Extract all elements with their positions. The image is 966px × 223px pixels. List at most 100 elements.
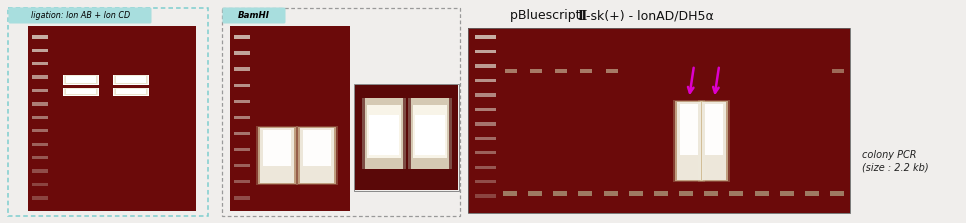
Bar (116, 76, 146, 83)
Bar (530, 69, 542, 73)
Bar (503, 191, 517, 196)
Bar (700, 101, 728, 181)
Bar (629, 191, 642, 196)
Bar (32, 35, 47, 39)
Bar (32, 196, 47, 200)
FancyBboxPatch shape (222, 8, 286, 23)
Bar (369, 116, 399, 155)
Bar (235, 196, 249, 200)
Bar (65, 89, 97, 95)
Bar (235, 51, 249, 55)
Bar (303, 130, 331, 166)
Bar (235, 100, 249, 103)
Bar (32, 156, 47, 159)
Bar (362, 98, 406, 169)
Bar (474, 79, 496, 82)
Bar (263, 130, 291, 166)
Bar (235, 180, 249, 184)
Bar (28, 26, 196, 211)
Bar (367, 105, 401, 158)
Bar (474, 151, 496, 155)
Bar (355, 85, 458, 190)
Bar (474, 180, 496, 183)
Bar (654, 191, 668, 196)
Bar (554, 191, 567, 196)
Bar (32, 62, 47, 65)
Text: colony PCR: colony PCR (862, 150, 917, 160)
Text: ligation: lon AB + lon CD: ligation: lon AB + lon CD (32, 12, 130, 21)
Bar (115, 76, 147, 84)
Bar (64, 88, 98, 95)
Bar (300, 128, 334, 183)
Text: -sk(+) - lonAD/DH5α: -sk(+) - lonAD/DH5α (586, 10, 714, 23)
Bar (235, 67, 249, 71)
Bar (32, 49, 47, 52)
Bar (474, 194, 496, 198)
Bar (474, 93, 496, 97)
Bar (235, 35, 249, 39)
Bar (474, 122, 496, 126)
Bar (474, 35, 496, 39)
FancyBboxPatch shape (9, 8, 152, 23)
Bar (66, 76, 96, 83)
Bar (32, 169, 47, 173)
Bar (698, 100, 730, 182)
Bar (115, 89, 147, 95)
Bar (64, 75, 98, 84)
Bar (354, 84, 459, 191)
Bar (468, 28, 850, 213)
Bar (474, 50, 496, 53)
Bar (235, 164, 249, 167)
Bar (32, 102, 47, 106)
Bar (235, 84, 249, 87)
Bar (675, 101, 703, 181)
Bar (32, 183, 47, 186)
Bar (222, 8, 460, 216)
Bar (65, 76, 97, 84)
Bar (408, 98, 452, 169)
Bar (702, 102, 726, 180)
Bar (32, 142, 47, 146)
Text: pBluescript: pBluescript (510, 10, 584, 23)
Bar (468, 28, 850, 213)
Bar (604, 191, 617, 196)
Bar (581, 69, 592, 73)
Bar (505, 69, 517, 73)
Bar (32, 89, 47, 92)
Bar (411, 98, 449, 169)
Bar (474, 108, 496, 111)
Bar (704, 191, 719, 196)
Bar (679, 191, 693, 196)
Bar (832, 69, 844, 73)
Bar (365, 98, 403, 169)
Bar (606, 69, 617, 73)
Bar (63, 88, 99, 95)
Bar (32, 76, 47, 79)
Bar (116, 89, 146, 93)
Bar (705, 104, 724, 155)
Bar (413, 105, 447, 158)
Bar (235, 148, 249, 151)
Bar (235, 132, 249, 135)
Bar (415, 116, 445, 155)
Bar (474, 165, 496, 169)
Bar (113, 88, 149, 95)
Bar (256, 126, 298, 185)
Bar (258, 127, 296, 184)
Bar (113, 75, 149, 85)
Bar (754, 191, 769, 196)
Text: Ⅱ: Ⅱ (577, 10, 586, 23)
Bar (32, 116, 47, 119)
Text: (size : 2.2 kb): (size : 2.2 kb) (862, 162, 928, 172)
Bar (63, 75, 99, 85)
Bar (579, 191, 592, 196)
Bar (474, 137, 496, 140)
Bar (830, 191, 844, 196)
Bar (32, 129, 47, 132)
Text: BamHI: BamHI (238, 12, 270, 21)
Bar (680, 104, 698, 155)
Bar (8, 8, 208, 216)
Bar (296, 126, 338, 185)
Bar (805, 191, 819, 196)
Bar (780, 191, 794, 196)
